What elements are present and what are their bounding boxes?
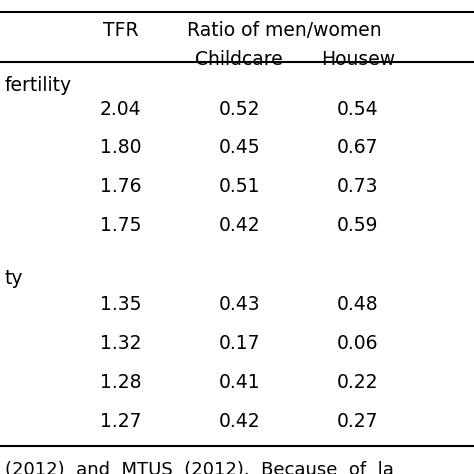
Text: 0.27: 0.27 [337, 412, 379, 431]
Text: 0.06: 0.06 [337, 334, 379, 353]
Text: 0.41: 0.41 [219, 373, 260, 392]
Text: 0.45: 0.45 [219, 138, 260, 157]
Text: 1.32: 1.32 [100, 334, 142, 353]
Text: 1.27: 1.27 [100, 412, 142, 431]
Text: 0.42: 0.42 [219, 216, 260, 235]
Text: 0.42: 0.42 [219, 412, 260, 431]
Text: 1.76: 1.76 [100, 177, 142, 196]
Text: TFR: TFR [103, 21, 139, 40]
Text: 0.67: 0.67 [337, 138, 379, 157]
Text: fertility: fertility [5, 76, 72, 95]
Text: 0.17: 0.17 [219, 334, 260, 353]
Text: 0.73: 0.73 [337, 177, 379, 196]
Text: 0.59: 0.59 [337, 216, 379, 235]
Text: ty: ty [5, 269, 23, 288]
Text: 0.48: 0.48 [337, 295, 379, 314]
Text: 1.75: 1.75 [100, 216, 142, 235]
Text: 0.52: 0.52 [219, 100, 260, 118]
Text: 0.54: 0.54 [337, 100, 379, 118]
Text: 1.80: 1.80 [100, 138, 142, 157]
Text: 0.22: 0.22 [337, 373, 379, 392]
Text: 0.51: 0.51 [219, 177, 260, 196]
Text: Housew: Housew [321, 50, 395, 69]
Text: 1.35: 1.35 [100, 295, 142, 314]
Text: Ratio of men/women: Ratio of men/women [187, 21, 382, 40]
Text: 1.28: 1.28 [100, 373, 142, 392]
Text: (2012)  and  MTUS  (2012).  Because  of  la: (2012) and MTUS (2012). Because of la [5, 461, 393, 474]
Text: 2.04: 2.04 [100, 100, 142, 118]
Text: Childcare: Childcare [195, 50, 283, 69]
Text: 0.43: 0.43 [219, 295, 260, 314]
